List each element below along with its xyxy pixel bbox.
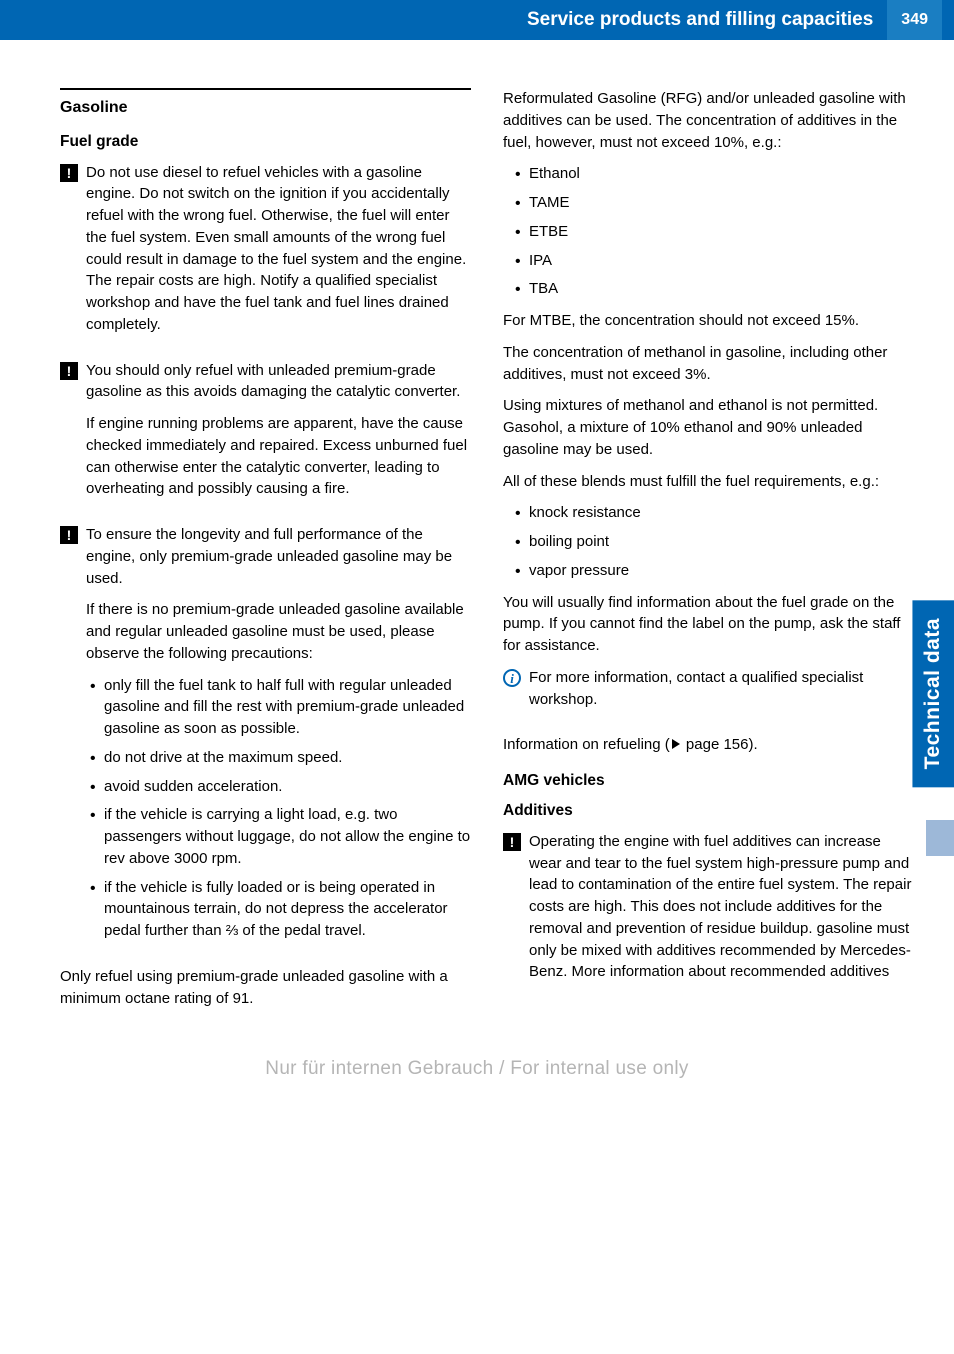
paragraph: To ensure the longevity and full perform…	[86, 524, 471, 589]
warning-icon: !	[60, 164, 78, 182]
list-item: ETBE	[515, 221, 914, 243]
paragraph: You will usually find information about …	[503, 592, 914, 657]
warning-icon: !	[503, 833, 521, 851]
list-item: TBA	[515, 278, 914, 300]
paragraph: Do not use diesel to refuel vehicles wit…	[86, 162, 471, 336]
warning-text: To ensure the longevity and full perform…	[86, 524, 471, 952]
warning-block: ! Do not use diesel to refuel vehicles w…	[60, 162, 471, 346]
paragraph: Operating the engine with fuel additives…	[529, 831, 914, 983]
header-title: Service products and filling capacities	[527, 6, 873, 34]
requirements-list: knock resistance boiling point vapor pre…	[503, 502, 914, 581]
info-block: i For more information, contact a qualif…	[503, 667, 914, 721]
section-heading-gasoline: Gasoline	[60, 88, 471, 119]
list-item: if the vehicle is carrying a light load,…	[90, 804, 471, 869]
list-item: Ethanol	[515, 163, 914, 185]
warning-block: ! To ensure the longevity and full perfo…	[60, 524, 471, 952]
paragraph: Reformulated Gasoline (RFG) and/or unlea…	[503, 88, 914, 153]
page-body: Gasoline Fuel grade ! Do not use diesel …	[0, 40, 954, 1039]
warning-text: Operating the engine with fuel additives…	[529, 831, 914, 993]
info-icon: i	[503, 669, 521, 687]
paragraph: If there is no premium-grade unleaded ga…	[86, 599, 471, 664]
subheading-amg: AMG vehicles	[503, 770, 914, 792]
warning-icon: !	[60, 362, 78, 380]
paragraph: You should only refuel with unleaded pre…	[86, 360, 471, 404]
info-text: For more information, contact a qualifie…	[529, 667, 914, 721]
warning-block: ! You should only refuel with unleaded p…	[60, 360, 471, 511]
warning-text: You should only refuel with unleaded pre…	[86, 360, 471, 511]
list-item: if the vehicle is fully loaded or is bei…	[90, 877, 471, 942]
paragraph: All of these blends must fulfill the fue…	[503, 471, 914, 493]
left-column: Gasoline Fuel grade ! Do not use diesel …	[60, 88, 471, 1019]
side-tab-technical-data: Technical data	[912, 600, 954, 787]
list-item: IPA	[515, 250, 914, 272]
list-item: boiling point	[515, 531, 914, 553]
list-item: TAME	[515, 192, 914, 214]
right-column: Reformulated Gasoline (RFG) and/or unlea…	[503, 88, 914, 1019]
list-item: only fill the fuel tank to half full wit…	[90, 675, 471, 740]
triangle-icon	[672, 739, 680, 749]
warning-icon: !	[60, 526, 78, 544]
paragraph: Only refuel using premium-grade unleaded…	[60, 966, 471, 1010]
text-fragment: Information on refueling (	[503, 736, 670, 753]
precautions-list: only fill the fuel tank to half full wit…	[86, 675, 471, 942]
page-header: Service products and filling capacities …	[0, 0, 954, 40]
paragraph: The concentration of methanol in gasolin…	[503, 342, 914, 386]
page-number: 349	[887, 0, 942, 40]
text-fragment: page 156).	[682, 736, 758, 753]
list-item: knock resistance	[515, 502, 914, 524]
paragraph-refueling-ref: Information on refueling ( page 156).	[503, 734, 914, 756]
additives-list: Ethanol TAME ETBE IPA TBA	[503, 163, 914, 300]
subheading-additives: Additives	[503, 800, 914, 822]
warning-block: ! Operating the engine with fuel additiv…	[503, 831, 914, 993]
side-tab-stub	[926, 820, 954, 856]
paragraph: If engine running problems are apparent,…	[86, 413, 471, 500]
warning-text: Do not use diesel to refuel vehicles wit…	[86, 162, 471, 346]
list-item: vapor pressure	[515, 560, 914, 582]
list-item: do not drive at the maximum speed.	[90, 747, 471, 769]
footer-watermark: Nur für internen Gebrauch / For internal…	[0, 1039, 954, 1113]
paragraph: For more information, contact a qualifie…	[529, 667, 914, 711]
subheading-fuel-grade: Fuel grade	[60, 131, 471, 153]
list-item: avoid sudden acceleration.	[90, 776, 471, 798]
paragraph: Using mixtures of methanol and ethanol i…	[503, 395, 914, 460]
paragraph: For MTBE, the concentration should not e…	[503, 310, 914, 332]
